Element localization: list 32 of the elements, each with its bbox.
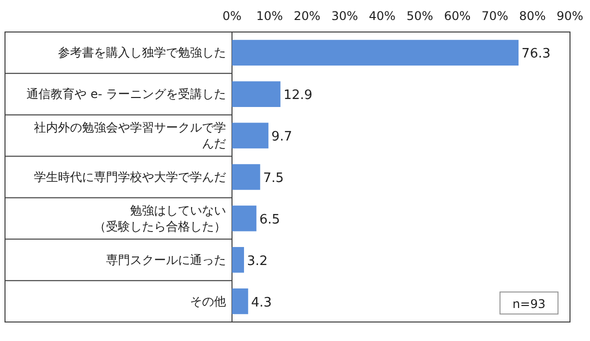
data-label: 3.2 [247,254,268,269]
x-tick-label: 20% [294,9,320,23]
y-tick-label: 勉強はしていない（受験したら合格した） [94,203,226,234]
x-tick-label: 0% [222,9,242,23]
bar [232,247,244,273]
bar [232,122,268,148]
annotation: n=93 [512,297,546,311]
x-tick-label: 50% [406,9,434,23]
bar [232,206,256,232]
data-label: 12.9 [283,88,312,104]
y-tick-label: 参考書を購入し独学で勉強した [58,46,226,60]
y-tick-label: 専門スクールに通った [106,252,226,267]
bar [232,81,280,107]
x-tick-label: 60% [444,9,471,23]
data-label: 9.7 [271,130,292,145]
bar [232,288,248,314]
y-tick-label: 社内外の勉強会や学習サークルで学んだ [34,120,226,151]
bar [232,164,260,190]
x-tick-label: 10% [256,9,283,23]
x-tick-label: 80% [519,9,546,23]
data-label: 7.5 [263,171,284,186]
y-tick-label: 通信教育や e- ラーニングを受講した [26,87,226,102]
x-tick-label: 40% [368,9,396,23]
data-label: 76.3 [522,46,550,62]
bar [232,40,519,66]
data-label: 4.3 [251,295,272,310]
x-tick-label: 70% [482,9,508,23]
x-tick-label: 30% [331,9,358,23]
y-tick-label: 学生時代に専門学校や大学で学んだ [34,170,226,184]
data-label: 6.5 [259,212,280,228]
x-tick-label: 90% [556,9,584,23]
y-tick-label: その他 [190,294,226,308]
